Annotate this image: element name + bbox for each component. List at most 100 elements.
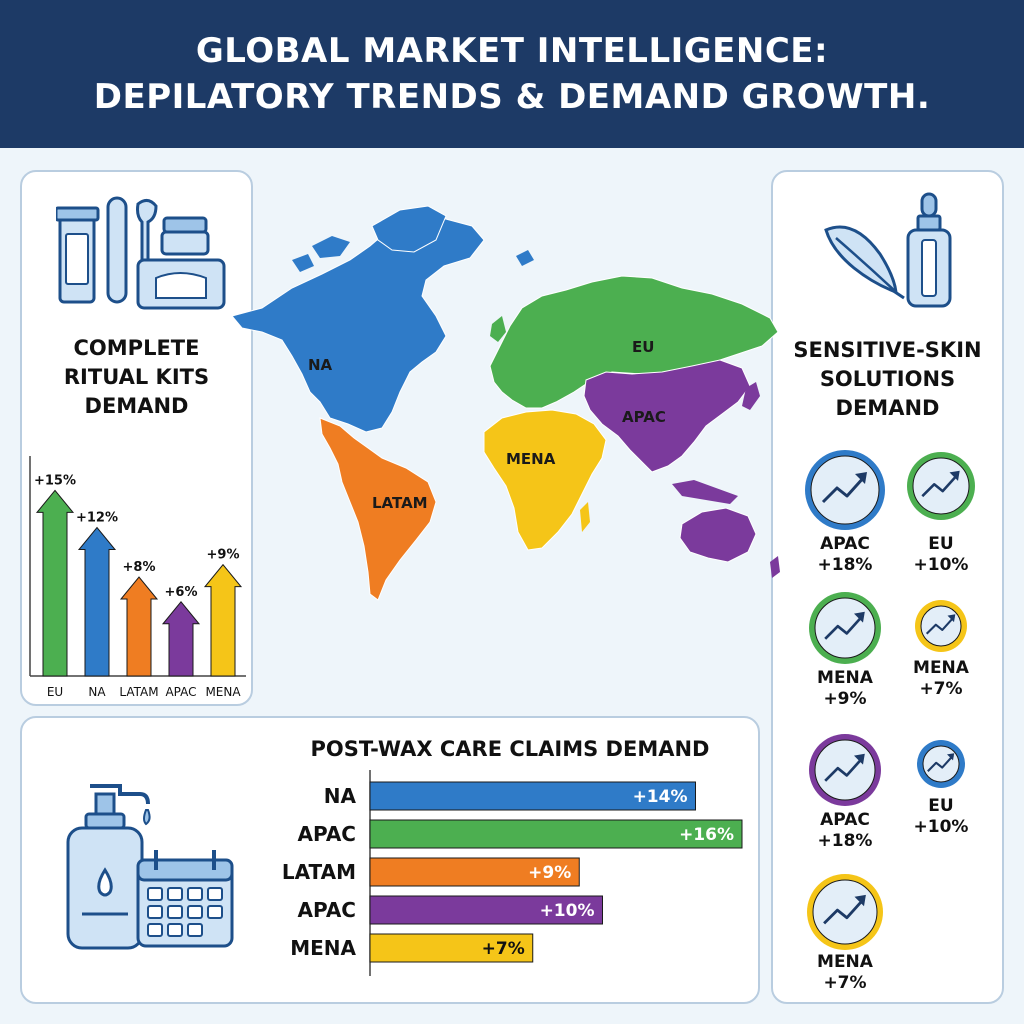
trend-up-icon <box>824 614 865 640</box>
bubble-value: +10% <box>913 817 969 837</box>
ritual-kits-category-label: NA <box>88 685 106 699</box>
map-region-japan <box>742 382 760 410</box>
post-wax-value-label: +16% <box>679 825 734 845</box>
ritual-kits-bar <box>35 489 75 677</box>
sensitive-skin-bubble <box>917 740 965 788</box>
post-wax-category-label: APAC <box>298 898 356 922</box>
map-region-uk <box>490 316 506 342</box>
trend-up-icon <box>824 756 865 782</box>
post-wax-bar <box>369 857 580 887</box>
ritual-kits-value-label: +15% <box>34 473 76 488</box>
trend-arrowhead-icon <box>854 894 866 907</box>
sensitive-skin-bubble-label: APAC +18% <box>795 534 895 576</box>
bubble-inner <box>922 745 960 783</box>
ritual-kits-category-label: MENA <box>205 685 241 699</box>
page-title-line-2: DEPILATORY TRENDS & DEMAND GROWTH. <box>93 77 931 117</box>
ritual-kits-value-label: +9% <box>207 548 240 563</box>
ritual-kits-category-label: APAC <box>165 685 196 699</box>
page-header: GLOBAL MARKET INTELLIGENCE: DEPILATORY T… <box>0 0 1024 148</box>
bubble-inner <box>812 879 878 945</box>
map-label-na: NA <box>308 356 333 374</box>
ritual-kit-icons <box>56 196 226 310</box>
trend-up-icon <box>921 473 959 498</box>
map-label-eu: EU <box>632 338 655 356</box>
map-region-nz <box>770 556 780 578</box>
trend-arrowhead-icon <box>855 472 867 484</box>
bubble-value: +7% <box>823 973 867 993</box>
sensitive-skin-icons <box>824 192 952 308</box>
post-wax-bar <box>369 933 534 963</box>
bubble-region: APAC <box>820 810 870 830</box>
feather-icon <box>824 225 905 300</box>
ritual-kits-bar <box>161 600 201 677</box>
post-wax-chart: NA +14% APAC +16% LATAM +9% APAC +10% MENA +7% <box>282 770 743 976</box>
trend-up-icon <box>823 897 866 925</box>
post-wax-bar <box>369 781 696 811</box>
ritual-kits-bar <box>203 563 243 677</box>
sensitive-skin-bubble-label: EU +10% <box>891 796 991 838</box>
ritual-kits-bar <box>77 526 117 677</box>
map-region-latam <box>319 417 437 601</box>
bubble-inner <box>920 605 962 647</box>
bubble-value: +9% <box>823 689 867 709</box>
sensitive-skin-bubble <box>809 734 881 806</box>
ritual-kits-title-line-3: DEMAND <box>84 394 189 418</box>
post-wax-category-label: APAC <box>298 822 356 846</box>
sensitive-skin-bubble-label: APAC +18% <box>795 810 895 852</box>
bubble-region: MENA <box>817 952 873 972</box>
trend-arrowhead-icon <box>949 470 960 481</box>
tube-icon <box>56 206 100 304</box>
sensitive-skin-bubble <box>807 874 883 950</box>
map-region-greenland <box>371 205 447 253</box>
map-label-mena: MENA <box>506 450 556 468</box>
map-label-apac: APAC <box>622 408 666 426</box>
sensitive-skin-bubble-label: EU +10% <box>891 534 991 576</box>
bubble-value: +18% <box>817 555 873 575</box>
post-wax-value-label: +10% <box>540 901 595 921</box>
sensitive-skin-bubble <box>805 450 885 530</box>
bubble-region: MENA <box>913 658 969 678</box>
ritual-kits-value-label: +8% <box>123 560 156 575</box>
sensitive-skin-title-line-1: SENSITIVE-SKIN <box>793 338 982 362</box>
trend-arrowhead-icon <box>947 753 955 761</box>
trend-up-icon <box>925 616 955 635</box>
map-region-sea-islands <box>672 480 738 504</box>
post-wax-icons <box>66 784 234 950</box>
trend-arrowhead-icon <box>854 753 865 765</box>
page-title-line-1: GLOBAL MARKET INTELLIGENCE: <box>195 31 829 71</box>
ritual-kits-title-line-1: COMPLETE <box>73 336 200 360</box>
trend-arrowhead-icon <box>947 614 956 623</box>
world-map-svg <box>231 205 780 601</box>
bubble-inner <box>814 739 876 801</box>
trend-arrowhead-icon <box>854 611 865 623</box>
sensitive-skin-bubble <box>907 452 975 520</box>
post-wax-bar <box>369 819 743 849</box>
trend-up-icon <box>927 754 954 772</box>
post-wax-category-label: MENA <box>290 936 356 960</box>
post-wax-category-label: LATAM <box>282 860 356 884</box>
bubble-inner <box>912 457 970 515</box>
sensitive-skin-panel <box>771 170 1004 1004</box>
sensitive-skin-bubble-label: MENA +7% <box>891 658 991 700</box>
trend-up-icon <box>821 474 867 504</box>
post-wax-category-label: NA <box>324 784 357 808</box>
bubble-value: +18% <box>817 831 873 851</box>
map-region-apac <box>583 359 751 473</box>
bubble-value: +7% <box>919 679 963 699</box>
bubble-region: APAC <box>820 534 870 554</box>
sensitive-skin-bubble <box>809 592 881 664</box>
ritual-kits-category-label: EU <box>47 685 63 699</box>
sensitive-skin-title-line-2: SOLUTIONS <box>819 367 956 391</box>
post-wax-value-label: +14% <box>633 787 688 807</box>
dropper-bottle-icon <box>906 192 952 308</box>
spatula-icon <box>106 196 158 304</box>
post-wax-title: POST-WAX CARE CLAIMS DEMAND <box>310 737 710 761</box>
ritual-kits-value-label: +6% <box>165 585 198 600</box>
map-region-arctic-islands <box>292 236 534 272</box>
sensitive-skin-bubble-label: MENA +7% <box>795 952 895 994</box>
bubble-region: EU <box>928 534 954 554</box>
ritual-kits-category-label: LATAM <box>119 685 158 699</box>
map-region-na <box>231 217 485 433</box>
ritual-kits-value-label: +12% <box>76 511 118 526</box>
map-region-madagascar <box>580 502 590 532</box>
